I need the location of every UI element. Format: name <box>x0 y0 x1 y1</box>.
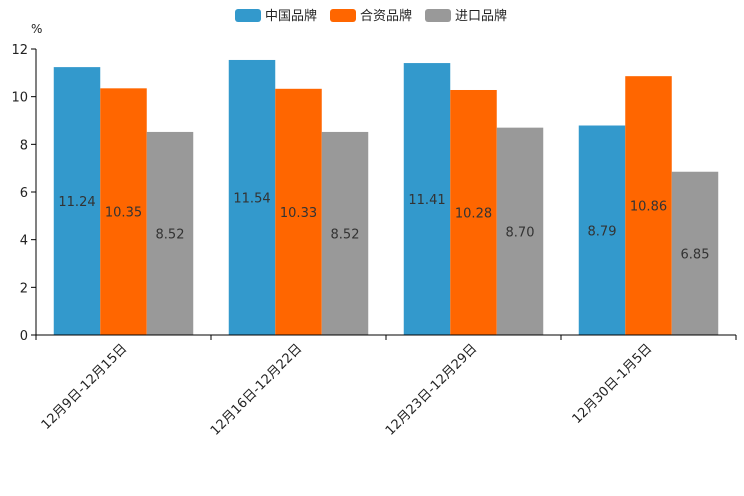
bar-data-label: 10.28 <box>455 206 492 221</box>
y-tick-label: 10 <box>11 91 28 106</box>
y-tick-label: 0 <box>20 329 28 344</box>
bar <box>53 67 101 335</box>
x-axis: 12月9日-12月15日 12月16日-12月22日 12月23日-12月29日 12… <box>35 334 737 439</box>
y-axis: 0 2 4 6 8 10 12 <box>11 43 37 344</box>
x-tick-label: 12月23日-12月29日 <box>383 341 480 438</box>
bar-data-label: 11.41 <box>408 193 445 208</box>
bar-data-label: 10.35 <box>105 206 142 221</box>
bar <box>228 59 276 336</box>
bar <box>450 89 497 335</box>
y-tick-label: 12 <box>11 43 28 58</box>
legend-label: 进口品牌 <box>455 8 507 24</box>
legend-swatch <box>330 9 356 22</box>
bar-data-label: 6.85 <box>681 247 710 262</box>
bar <box>275 88 322 335</box>
bar <box>403 63 451 335</box>
x-tick-label: 12月16日-12月22日 <box>208 341 305 438</box>
legend-swatch <box>235 9 261 22</box>
bar <box>578 125 626 335</box>
bar <box>625 76 672 336</box>
bar <box>496 127 544 336</box>
bar-data-label: 11.54 <box>233 191 270 206</box>
x-tick-label: 12月9日-12月15日 <box>39 341 131 433</box>
legend-swatch <box>425 9 451 22</box>
bar-data-label: 8.52 <box>331 227 360 242</box>
legend-label: 中国品牌 <box>265 8 317 24</box>
bar <box>100 88 147 335</box>
y-tick-label: 6 <box>20 186 28 201</box>
bar-data-label: 8.52 <box>156 227 185 242</box>
y-tick-label: 8 <box>20 138 28 153</box>
legend-label: 合资品牌 <box>360 8 412 24</box>
bar-data-label: 8.79 <box>588 224 617 239</box>
bar-data-label: 10.86 <box>630 200 667 215</box>
bar <box>146 131 194 335</box>
x-tick-label: 12月30日-1月5日 <box>570 341 656 427</box>
y-tick-label: 2 <box>20 281 28 296</box>
y-axis-unit-label: % <box>31 22 42 36</box>
bar-data-label: 8.70 <box>506 225 535 240</box>
bar-data-label: 10.33 <box>280 206 317 221</box>
bars-group: 11.24 10.35 8.52 11.54 10.33 8.52 11.41 10.28 8.… <box>53 59 719 336</box>
bar-data-label: 11.24 <box>58 195 95 210</box>
bar <box>671 171 719 335</box>
legend: 中国品牌 合资品牌 进口品牌 <box>235 8 507 24</box>
bar <box>321 131 369 335</box>
y-tick-label: 4 <box>20 234 28 249</box>
